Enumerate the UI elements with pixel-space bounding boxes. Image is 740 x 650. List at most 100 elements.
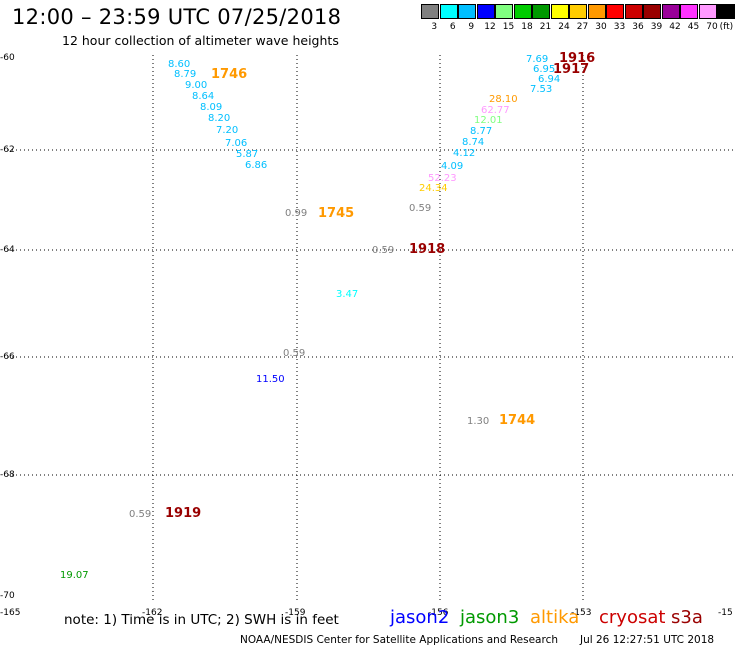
x-tick-label: -162 bbox=[142, 608, 162, 618]
colorbar-swatch bbox=[587, 4, 606, 19]
satellite-pass-id: 1919 bbox=[165, 506, 201, 521]
wave-height-reading: 1.30 bbox=[467, 416, 489, 427]
satellite-pass-id: 1918 bbox=[409, 242, 445, 257]
satellite-pass-id: 1916 bbox=[559, 51, 595, 66]
colorbar-label: 70 bbox=[706, 22, 718, 32]
wave-height-reading: 7.20 bbox=[216, 125, 238, 136]
colorbar-label: 27 bbox=[576, 22, 589, 32]
wave-height-reading: 6.86 bbox=[245, 160, 267, 171]
satellite-pass-id: 1744 bbox=[499, 413, 535, 428]
satellite-pass-id: 1746 bbox=[211, 67, 247, 82]
wave-height-reading: 28.10 bbox=[489, 94, 518, 105]
legend-altika: altika bbox=[530, 607, 580, 628]
colorbar-label: 24 bbox=[558, 22, 570, 32]
x-tick-label: -159 bbox=[285, 608, 306, 618]
satellite-pass-id: 1917 bbox=[553, 62, 589, 77]
colorbar-swatch bbox=[439, 4, 458, 19]
colorbar-label: 6 bbox=[449, 22, 456, 32]
colorbar-label: 3 bbox=[431, 22, 438, 32]
colorbar-swatch bbox=[532, 4, 550, 19]
y-tick-label: -64 bbox=[0, 245, 15, 255]
wave-height-reading: 9.00 bbox=[185, 80, 207, 91]
y-tick-label: -70 bbox=[0, 591, 15, 601]
wave-height-reading: 0.59 bbox=[409, 203, 431, 214]
y-tick-label: -66 bbox=[0, 352, 15, 362]
colorbar-swatch bbox=[624, 4, 643, 19]
legend-s3a: s3a bbox=[671, 607, 703, 628]
wave-height-reading: 8.74 bbox=[462, 137, 484, 148]
x-tick-label: -156 bbox=[428, 608, 449, 618]
colorbar-swatch bbox=[717, 4, 735, 19]
colorbar-label: 36 bbox=[632, 22, 644, 32]
colorbar-label: (ft) bbox=[719, 22, 734, 32]
colorbar-swatch bbox=[458, 4, 476, 19]
axis-tick-labels: -165 -162 -159 -156 -153 -15 -60 -62 -64 -66 -68 -7… bbox=[0, 53, 733, 618]
wave-height-reading: 7.53 bbox=[530, 84, 552, 95]
colorbar-swatch bbox=[569, 4, 587, 19]
satellite-pass-id: 1745 bbox=[318, 206, 354, 221]
colorbar-swatch bbox=[680, 4, 698, 19]
x-tick-label: -15 bbox=[718, 608, 733, 618]
generated-timestamp: Jul 26 12:27:51 UTC 2018 bbox=[580, 634, 715, 646]
colorbar-label: 12 bbox=[484, 22, 496, 32]
wave-height-reading: 12.01 bbox=[474, 115, 503, 126]
page-subtitle: 12 hour collection of altimeter wave hei… bbox=[62, 33, 339, 48]
wave-height-reading: 4.09 bbox=[441, 161, 463, 172]
wave-height-reading: 52.23 bbox=[428, 173, 457, 184]
wave-height-readings: 8.608.799.008.648.098.207.20 7.065.876.86… bbox=[60, 54, 560, 581]
colorbar-swatch bbox=[476, 4, 495, 19]
colorbar-label: 18 bbox=[521, 22, 533, 32]
legend-jason2: jason2 bbox=[390, 607, 450, 628]
colorbar-label: 33 bbox=[613, 22, 626, 32]
units-note: note: 1) Time is in UTC; 2) SWH is in fe… bbox=[64, 612, 339, 628]
wave-height-reading: 8.09 bbox=[200, 102, 222, 113]
colorbar-swatch bbox=[698, 4, 717, 19]
wave-height-reading: 0.59 bbox=[372, 245, 394, 256]
wave-height-reading: 24.34 bbox=[419, 183, 448, 194]
wave-height-reading: 8.64 bbox=[192, 91, 214, 102]
wave-height-reading: 3.47 bbox=[336, 289, 358, 300]
colorbar-swatch bbox=[495, 4, 513, 19]
wave-height-reading: 8.60 bbox=[168, 59, 190, 70]
x-tick-label: -153 bbox=[571, 608, 591, 618]
colorbar-label: 21 bbox=[539, 22, 552, 32]
colorbar-label: 15 bbox=[502, 22, 515, 32]
wave-height-reading: 19.07 bbox=[60, 570, 89, 581]
wave-height-reading: 8.79 bbox=[174, 69, 196, 80]
colorbar-swatch bbox=[513, 4, 532, 19]
legend-jason3: jason3 bbox=[460, 607, 520, 628]
wave-height-reading: 6.94 bbox=[538, 74, 560, 85]
colorbar-swatch bbox=[661, 4, 680, 19]
graticule bbox=[8, 55, 735, 600]
wave-height-reading: 8.20 bbox=[208, 113, 230, 124]
wave-height-reading: 8.77 bbox=[470, 126, 492, 137]
colorbar-label: 39 bbox=[650, 22, 663, 32]
wave-height-reading: 11.50 bbox=[256, 374, 285, 385]
colorbar-label: 30 bbox=[595, 22, 607, 32]
y-tick-label: -62 bbox=[0, 145, 15, 155]
colorbar-label: 45 bbox=[687, 22, 700, 32]
y-tick-label: -60 bbox=[0, 53, 15, 63]
colorbar-swatch bbox=[643, 4, 661, 19]
legend-cryosat: cryosat bbox=[599, 607, 666, 628]
credit-line: NOAA/NESDIS Center for Satellite Applica… bbox=[240, 634, 558, 646]
wave-height-reading: 0.99 bbox=[285, 208, 307, 219]
y-tick-label: -68 bbox=[0, 470, 15, 480]
wave-height-reading: 4.12 bbox=[453, 148, 475, 159]
colorbar-swatch bbox=[550, 4, 569, 19]
colorbar-swatch bbox=[421, 4, 439, 19]
wave-height-reading: 62.77 bbox=[481, 105, 510, 116]
wave-height-reading: 7.06 bbox=[225, 138, 247, 149]
wave-height-reading: 7.69 bbox=[526, 54, 548, 65]
wave-height-reading: 0.59 bbox=[283, 348, 305, 359]
colorbar-label: 9 bbox=[468, 22, 475, 32]
wave-height-reading: 6.95 bbox=[533, 64, 555, 75]
x-tick-label: -165 bbox=[0, 608, 20, 618]
wave-height-reading: 0.59 bbox=[129, 509, 151, 520]
page-title: 12:00 – 23:59 UTC 07/25/2018 bbox=[12, 5, 342, 29]
colorbar-label: 42 bbox=[669, 22, 681, 32]
wave-height-reading: 5.87 bbox=[236, 149, 258, 160]
colorbar-swatch bbox=[606, 4, 624, 19]
